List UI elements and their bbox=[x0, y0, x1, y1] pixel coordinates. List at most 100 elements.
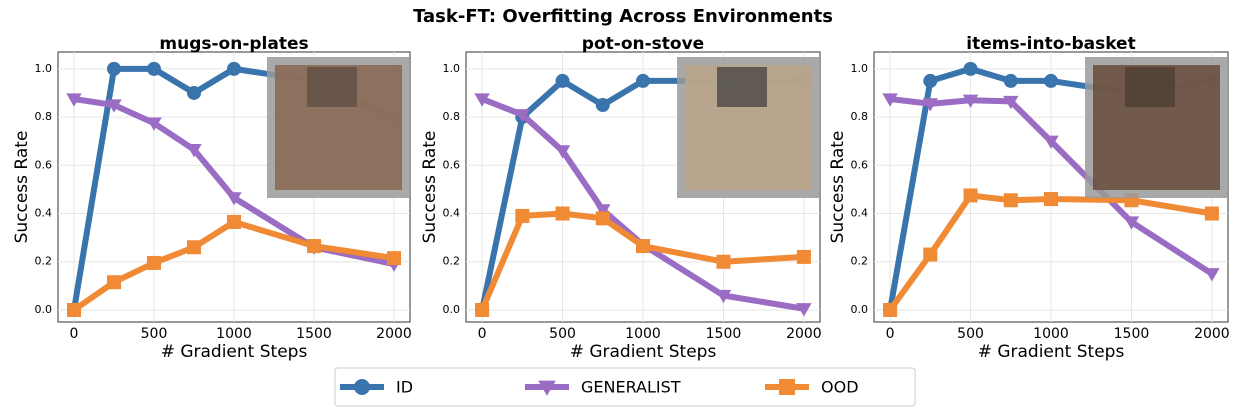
data-point bbox=[1003, 73, 1018, 88]
data-point bbox=[883, 302, 898, 317]
data-point bbox=[226, 192, 242, 206]
data-point bbox=[186, 144, 202, 158]
legend-marker bbox=[538, 380, 556, 396]
y-tick-label: 0.8 bbox=[35, 110, 53, 123]
x-tick-label: 0 bbox=[886, 326, 895, 342]
legend-label: GENERALIST bbox=[581, 378, 681, 397]
data-point bbox=[67, 302, 81, 317]
legend-marker bbox=[354, 379, 370, 395]
data-point bbox=[227, 214, 241, 229]
data-point bbox=[1044, 73, 1058, 88]
y-tick-label: 1.0 bbox=[851, 62, 869, 75]
y-tick-label: 0.4 bbox=[443, 207, 461, 220]
x-tick-label: 1500 bbox=[296, 326, 332, 342]
data-point bbox=[387, 251, 401, 266]
data-point bbox=[636, 239, 650, 254]
data-point bbox=[595, 204, 611, 218]
data-point bbox=[187, 85, 201, 100]
data-point bbox=[796, 249, 811, 264]
data-point bbox=[1044, 192, 1058, 207]
data-point bbox=[1003, 193, 1018, 208]
data-point bbox=[715, 289, 732, 304]
data-point bbox=[923, 73, 938, 88]
data-point bbox=[1043, 135, 1059, 149]
y-axis-label: Success Rate bbox=[12, 131, 32, 244]
data-point bbox=[227, 61, 241, 76]
inset-detail bbox=[307, 67, 357, 107]
y-tick-label: 0.2 bbox=[443, 255, 461, 268]
panel-title: mugs-on-plates bbox=[159, 34, 308, 54]
y-axis-label: Success Rate bbox=[828, 131, 848, 244]
legend-label: OOD bbox=[821, 378, 859, 397]
data-point bbox=[963, 188, 978, 203]
data-point bbox=[554, 145, 571, 159]
data-point bbox=[923, 247, 938, 262]
legend-box bbox=[334, 367, 916, 407]
data-point bbox=[1003, 95, 1019, 110]
data-point bbox=[555, 73, 570, 88]
y-tick-label: 0.8 bbox=[443, 110, 461, 123]
data-point bbox=[636, 73, 650, 88]
y-axis-label: Success Rate bbox=[420, 131, 440, 244]
y-tick-label: 1.0 bbox=[35, 62, 53, 75]
x-tick-label: 2000 bbox=[786, 326, 822, 342]
y-tick-label: 0.8 bbox=[851, 110, 869, 123]
data-point bbox=[555, 206, 570, 221]
data-point bbox=[1204, 268, 1220, 282]
data-point bbox=[922, 98, 939, 112]
y-tick-label: 0.0 bbox=[851, 303, 869, 316]
data-point bbox=[963, 61, 978, 76]
data-point bbox=[1204, 206, 1219, 221]
data-point bbox=[716, 254, 731, 269]
data-point bbox=[515, 208, 530, 223]
y-tick-label: 0.0 bbox=[35, 303, 53, 316]
data-point bbox=[187, 240, 201, 255]
data-point bbox=[146, 117, 162, 131]
data-point bbox=[595, 211, 610, 226]
data-point bbox=[475, 302, 490, 317]
data-point bbox=[147, 61, 161, 76]
x-tick-label: 0 bbox=[478, 326, 487, 342]
x-tick-label: 500 bbox=[141, 326, 168, 342]
data-point bbox=[1123, 216, 1140, 230]
y-tick-label: 0.2 bbox=[851, 255, 869, 268]
data-point bbox=[147, 255, 161, 270]
y-tick-label: 0.0 bbox=[443, 303, 461, 316]
data-point bbox=[796, 303, 812, 317]
data-point bbox=[595, 98, 610, 113]
y-tick-label: 0.6 bbox=[851, 158, 869, 171]
inset-detail bbox=[717, 67, 767, 107]
y-tick-label: 0.6 bbox=[443, 158, 461, 171]
x-tick-label: 2000 bbox=[1194, 326, 1230, 342]
x-tick-label: 500 bbox=[549, 326, 576, 342]
y-tick-label: 1.0 bbox=[443, 62, 461, 75]
legend-label: ID bbox=[396, 378, 413, 397]
x-axis-label: # Gradient Steps bbox=[161, 342, 308, 362]
x-tick-label: 1000 bbox=[1033, 326, 1069, 342]
y-tick-label: 0.4 bbox=[851, 207, 869, 220]
panel-title: items-into-basket bbox=[966, 34, 1135, 54]
x-axis-label: # Gradient Steps bbox=[978, 342, 1125, 362]
x-tick-label: 1000 bbox=[216, 326, 252, 342]
x-tick-label: 1500 bbox=[706, 326, 742, 342]
x-tick-label: 500 bbox=[957, 326, 984, 342]
data-point bbox=[514, 109, 531, 123]
data-point bbox=[307, 239, 321, 254]
y-tick-label: 0.4 bbox=[35, 207, 53, 220]
x-tick-label: 2000 bbox=[376, 326, 412, 342]
data-point bbox=[474, 93, 490, 107]
data-point bbox=[66, 93, 82, 107]
y-tick-label: 0.6 bbox=[35, 158, 53, 171]
data-point bbox=[107, 275, 121, 290]
x-tick-label: 1500 bbox=[1114, 326, 1150, 342]
legend-marker bbox=[779, 379, 795, 395]
x-tick-label: 1000 bbox=[625, 326, 661, 342]
x-axis-label: # Gradient Steps bbox=[570, 342, 717, 362]
data-point bbox=[107, 61, 121, 76]
figure-title: Task-FT: Overfitting Across Environments bbox=[413, 6, 833, 27]
y-tick-label: 0.2 bbox=[35, 255, 53, 268]
x-tick-label: 0 bbox=[70, 326, 79, 342]
data-point bbox=[882, 93, 898, 107]
panel-title: pot-on-stove bbox=[582, 34, 704, 54]
